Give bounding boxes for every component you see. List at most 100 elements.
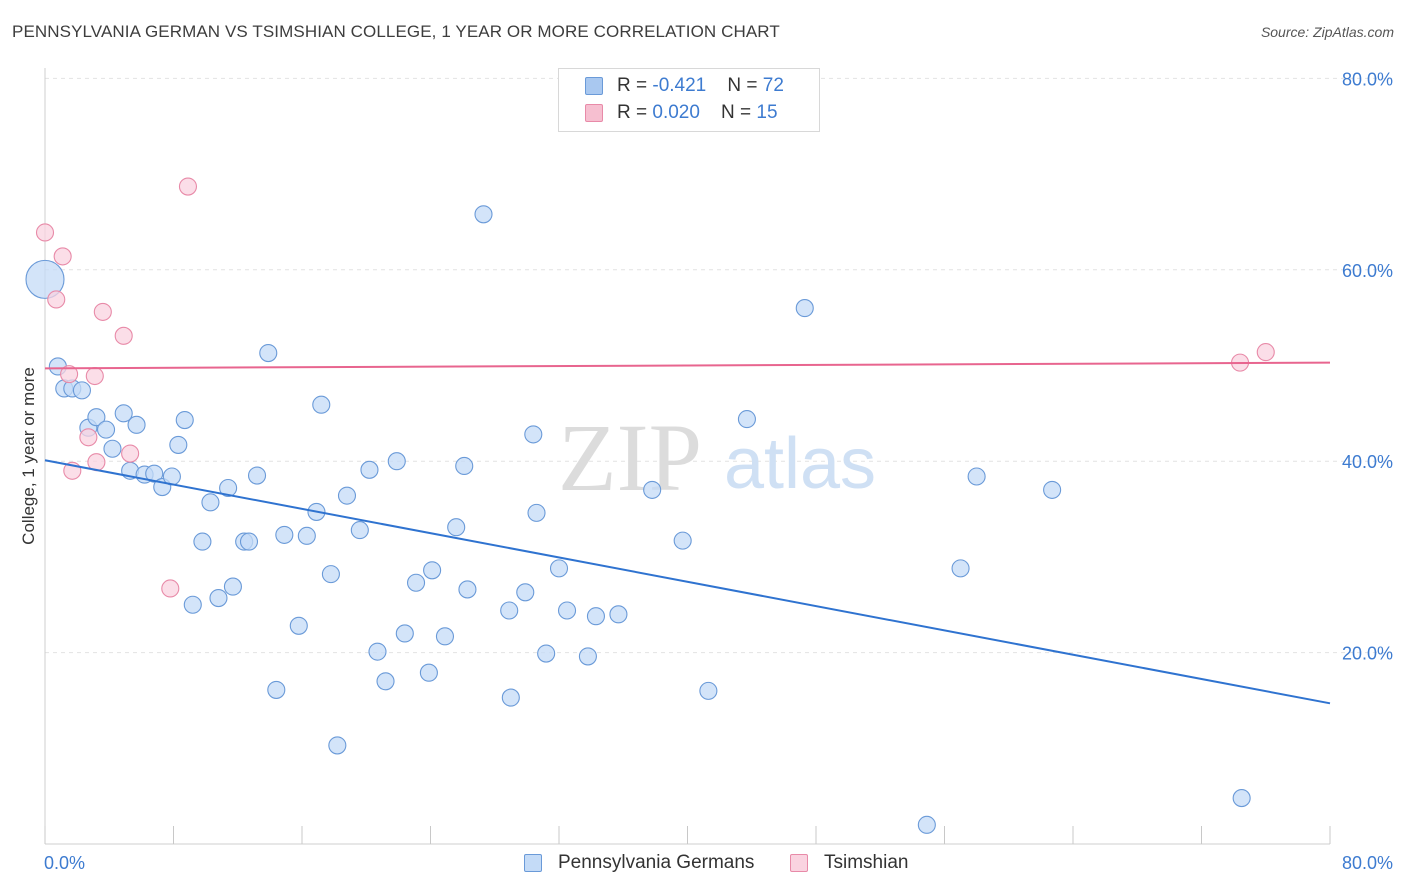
data-points xyxy=(25,177,1275,834)
y-tick-label: 60.0% xyxy=(1342,261,1393,281)
point-pennsylvania-germans xyxy=(501,688,520,707)
point-pennsylvania-germans xyxy=(183,595,202,614)
point-tsimshian xyxy=(53,247,72,266)
point-pennsylvania-germans xyxy=(474,205,493,224)
point-pennsylvania-germans xyxy=(643,480,662,499)
point-pennsylvania-germans xyxy=(435,627,455,646)
point-pennsylvania-germans xyxy=(175,410,194,430)
point-pennsylvania-germans xyxy=(578,647,597,666)
point-pennsylvania-germans xyxy=(114,404,133,423)
chart-title: PENNSYLVANIA GERMAN VS TSIMSHIAN COLLEGE… xyxy=(12,22,780,41)
point-pennsylvania-germans xyxy=(737,410,756,429)
point-tsimshian xyxy=(178,177,198,196)
correlation-legend: R = -0.421 N = 72 R = 0.020 N = 15 xyxy=(558,68,820,132)
point-pennsylvania-germans xyxy=(376,672,395,691)
point-pennsylvania-germans xyxy=(275,525,294,544)
point-pennsylvania-germans xyxy=(87,408,106,427)
point-pennsylvania-germans xyxy=(387,452,406,471)
legend-swatch-pink xyxy=(585,104,603,122)
legend-n-value: 15 xyxy=(756,102,778,123)
legend-n-label: N = xyxy=(721,102,757,123)
point-tsimshian xyxy=(1256,343,1275,362)
point-pennsylvania-germans xyxy=(967,467,986,486)
point-pennsylvania-germans xyxy=(951,559,970,578)
point-pennsylvania-germans xyxy=(537,644,556,663)
point-tsimshian xyxy=(121,444,140,463)
axes xyxy=(44,68,1331,845)
point-pennsylvania-germans xyxy=(673,531,692,550)
point-pennsylvania-germans xyxy=(549,559,569,578)
point-pennsylvania-germans xyxy=(524,425,543,444)
watermark-zip: ZIP xyxy=(558,404,702,511)
point-pennsylvania-germans xyxy=(321,565,340,584)
source-credit: Source: ZipAtlas.com xyxy=(1260,24,1394,40)
bottom-legend-label: Tsimshian xyxy=(824,852,909,873)
legend-r-value: 0.020 xyxy=(652,102,700,123)
bottom-legend-label: Pennsylvania Germans xyxy=(558,852,755,873)
grid-lines xyxy=(45,77,1392,654)
point-pennsylvania-germans xyxy=(96,420,116,439)
x-tick-label-left: 0.0% xyxy=(44,853,85,873)
point-pennsylvania-germans xyxy=(586,607,605,626)
point-pennsylvania-germans xyxy=(500,601,519,620)
point-pennsylvania-germans xyxy=(423,561,442,580)
watermark-atlas: atlas xyxy=(724,424,876,504)
legend-r-label: R = xyxy=(617,75,653,96)
point-tsimshian xyxy=(93,302,112,321)
point-pennsylvania-germans xyxy=(25,259,65,299)
point-pennsylvania-germans xyxy=(795,299,814,318)
axis-labels: 20.0% 40.0% 60.0% 80.0% 0.0% 80.0% College, 1 … xyxy=(19,69,1393,873)
legend-n-value: 72 xyxy=(762,75,784,96)
trend-line-pennsylvania-germans xyxy=(44,459,1331,705)
point-pennsylvania-germans xyxy=(259,344,278,363)
point-pennsylvania-germans xyxy=(527,503,546,522)
point-pennsylvania-germans xyxy=(289,616,308,635)
point-tsimshian xyxy=(47,290,66,309)
point-pennsylvania-germans xyxy=(360,460,379,479)
point-tsimshian xyxy=(35,223,55,242)
point-pennsylvania-germans xyxy=(267,680,286,699)
point-pennsylvania-germans xyxy=(239,532,259,551)
point-tsimshian xyxy=(161,579,180,598)
point-pennsylvania-germans xyxy=(455,456,474,476)
point-tsimshian xyxy=(85,366,104,386)
point-pennsylvania-germans xyxy=(917,815,936,834)
point-pennsylvania-germans xyxy=(223,577,242,596)
point-pennsylvania-germans xyxy=(103,439,122,458)
point-pennsylvania-germans xyxy=(458,580,477,599)
point-tsimshian xyxy=(60,365,79,384)
y-axis-title: College, 1 year or more xyxy=(19,367,38,545)
legend-r-value: -0.421 xyxy=(652,75,707,96)
y-tick-label: 40.0% xyxy=(1342,452,1393,472)
point-pennsylvania-germans xyxy=(447,518,466,537)
bottom-legend-swatch-blue xyxy=(524,854,542,872)
point-tsimshian xyxy=(114,326,133,345)
point-tsimshian xyxy=(79,428,98,447)
point-pennsylvania-germans xyxy=(1232,789,1251,808)
trend-lines xyxy=(44,361,1331,705)
point-pennsylvania-germans xyxy=(312,395,331,414)
point-pennsylvania-germans xyxy=(127,415,146,434)
watermark: ZIP atlas xyxy=(558,404,876,511)
point-pennsylvania-germans xyxy=(209,589,228,608)
point-pennsylvania-germans xyxy=(557,601,577,620)
bottom-legend-swatch-pink xyxy=(790,854,808,872)
point-pennsylvania-germans xyxy=(337,486,357,505)
legend-n-label: N = xyxy=(727,75,763,96)
trend-line-tsimshian xyxy=(44,361,1331,370)
point-pennsylvania-germans xyxy=(350,521,369,540)
point-pennsylvania-germans xyxy=(395,624,414,643)
y-tick-label: 80.0% xyxy=(1342,69,1393,89)
legend-r-label: R = xyxy=(617,102,653,123)
point-pennsylvania-germans xyxy=(145,464,164,483)
point-pennsylvania-germans xyxy=(247,466,267,485)
y-tick-label: 20.0% xyxy=(1342,644,1393,664)
point-pennsylvania-germans xyxy=(193,532,212,551)
point-pennsylvania-germans xyxy=(297,526,316,545)
point-pennsylvania-germans xyxy=(406,573,426,592)
point-pennsylvania-germans xyxy=(72,381,91,400)
point-pennsylvania-germans xyxy=(699,681,718,700)
point-pennsylvania-germans xyxy=(1043,480,1062,499)
point-pennsylvania-germans xyxy=(368,642,387,661)
